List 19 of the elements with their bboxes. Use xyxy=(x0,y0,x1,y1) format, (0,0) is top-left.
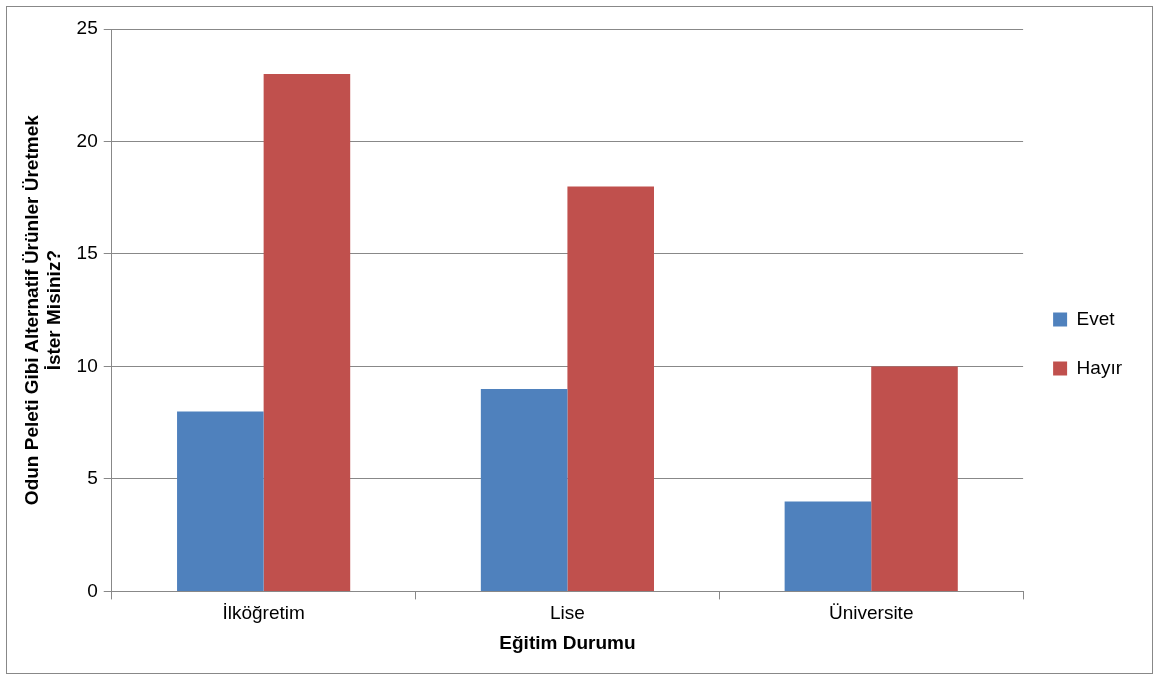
legend-label: Evet xyxy=(1076,307,1116,329)
y-tick-label: 15 xyxy=(76,242,98,264)
legend-label: Hayır xyxy=(1076,356,1123,378)
x-tick-label: İlköğretim xyxy=(222,602,305,624)
bar xyxy=(177,411,264,591)
x-tick-label: Lise xyxy=(549,602,585,624)
y-tick-label: 20 xyxy=(76,129,98,151)
bar xyxy=(480,388,568,591)
bar xyxy=(871,366,958,591)
y-axis-title: Odun Peleti Gibi Alternatif Ürünler Üretmek İster Misiniz? xyxy=(20,114,65,506)
x-tick-label: Üniversite xyxy=(828,602,914,624)
y-tick-label: 10 xyxy=(76,354,98,376)
y-tick-label: 25 xyxy=(76,17,98,39)
bar xyxy=(567,186,654,591)
y-tick-label: 5 xyxy=(87,467,98,489)
y-tick-label: 0 xyxy=(87,579,98,601)
x-axis-title: Eğitim Durumu xyxy=(499,631,636,653)
bar xyxy=(784,501,872,591)
bar xyxy=(263,73,351,591)
